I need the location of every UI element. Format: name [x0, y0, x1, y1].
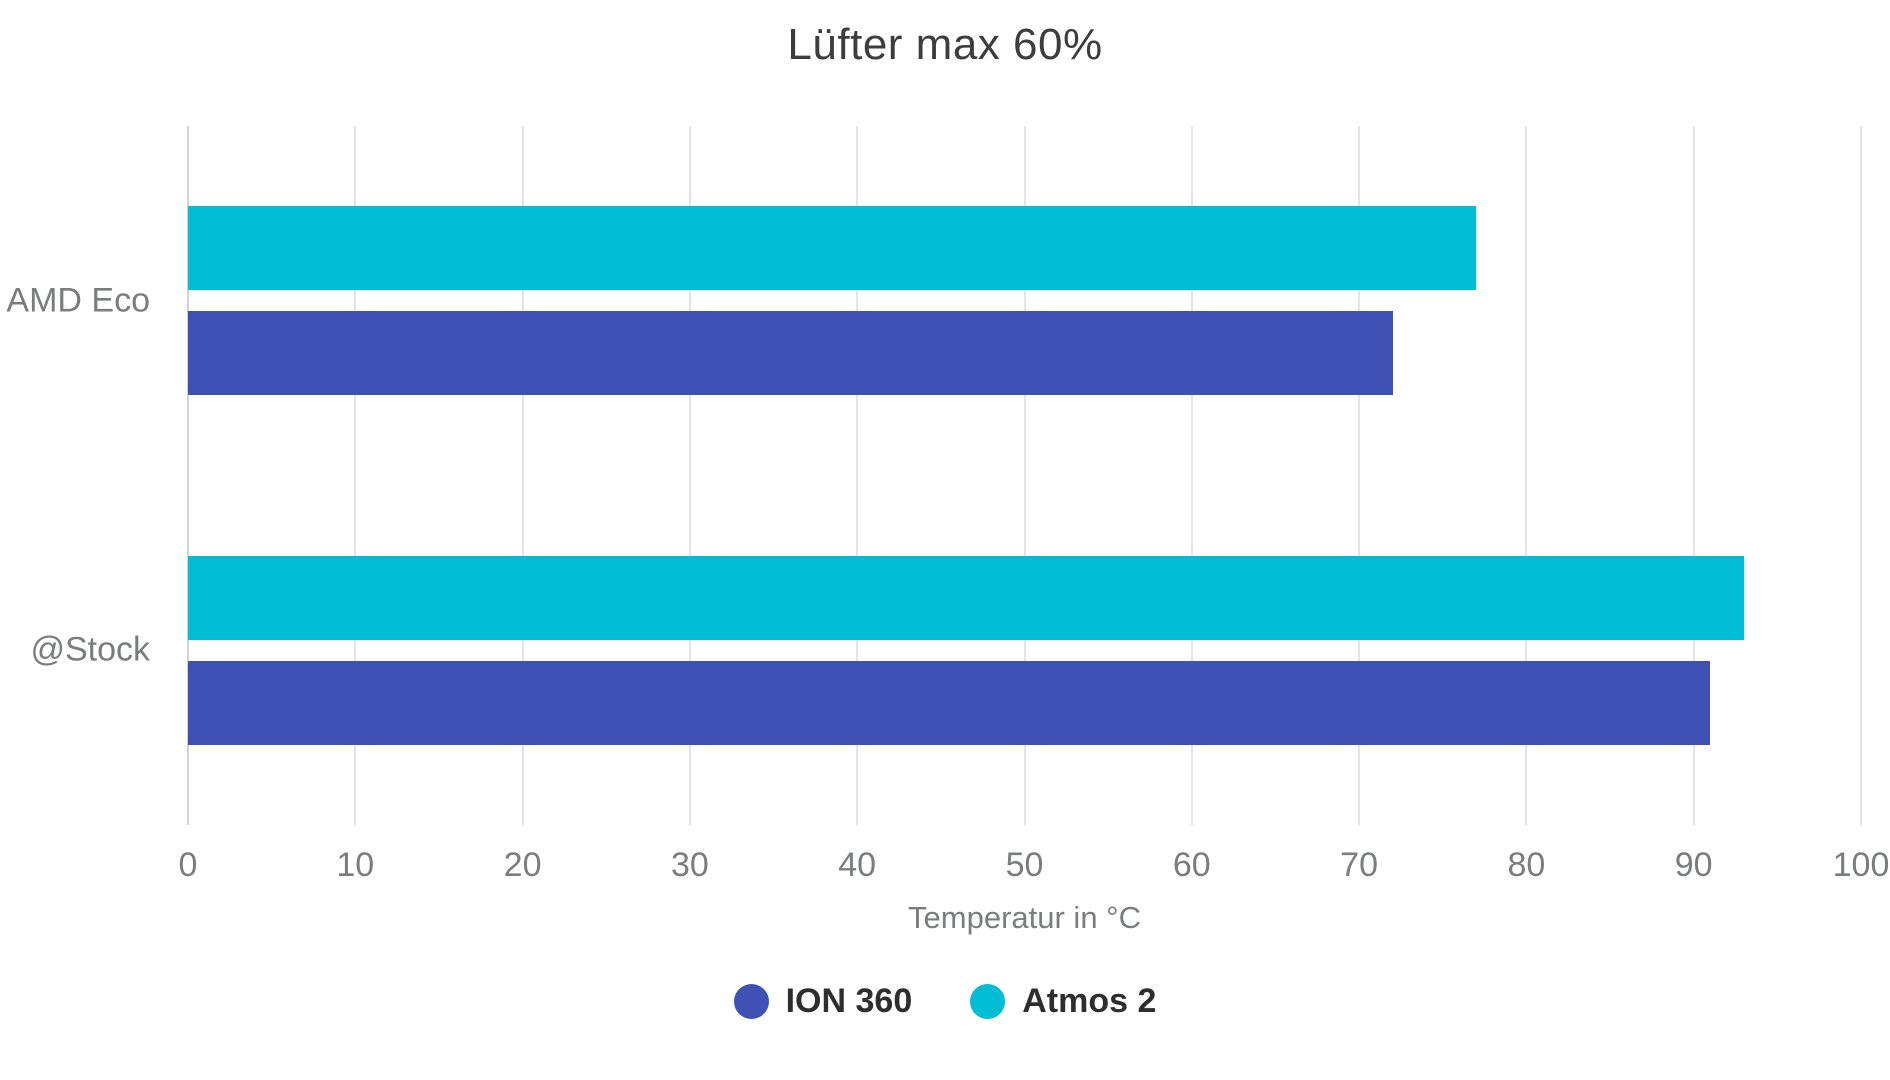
gridline-30	[688, 126, 691, 825]
zero-axis-line	[187, 126, 189, 825]
gridline-90	[1692, 126, 1695, 825]
y-category-label-stock: @Stock	[30, 630, 150, 669]
gridline-60	[1190, 126, 1193, 825]
x-tick-label-60: 60	[1172, 846, 1211, 884]
gridline-10	[354, 126, 357, 825]
gridline-50	[1023, 126, 1026, 825]
bar-ion-360-stock[interactable]	[188, 660, 1711, 745]
legend-marker-ion-360-icon	[733, 984, 769, 1019]
gridline-80	[1525, 126, 1528, 825]
legend-marker-atmos-2-icon	[970, 984, 1006, 1019]
bar-atmos-2-stock[interactable]	[188, 555, 1744, 640]
x-tick-label-40: 40	[838, 846, 877, 884]
gridline-40	[856, 126, 859, 825]
x-tick-label-20: 20	[503, 846, 542, 884]
legend: ION 360 Atmos 2	[0, 982, 1890, 1021]
x-tick-label-10: 10	[336, 846, 375, 884]
x-tick-label-0: 0	[178, 846, 198, 884]
x-axis-title: Temperatur in °C	[908, 900, 1141, 935]
x-tick-label-100: 100	[1832, 846, 1890, 884]
bar-ion-360-amd-eco[interactable]	[188, 311, 1393, 396]
x-tick-label-80: 80	[1507, 846, 1546, 884]
gridline-100	[1860, 126, 1862, 825]
legend-item-atmos-2[interactable]: Atmos 2	[970, 982, 1156, 1021]
legend-label-ion-360: ION 360	[785, 982, 913, 1020]
gridline-20	[521, 126, 524, 825]
chart-title: Lüfter max 60%	[787, 20, 1103, 69]
legend-item-ion-360[interactable]: ION 360	[733, 982, 913, 1021]
plot-area	[187, 126, 1862, 825]
x-tick-label-70: 70	[1340, 846, 1379, 884]
y-category-label-amd-eco: AMD Eco	[6, 281, 150, 320]
x-tick-label-50: 50	[1005, 846, 1044, 884]
legend-label-atmos-2: Atmos 2	[1022, 982, 1157, 1020]
x-tick-label-30: 30	[670, 846, 709, 884]
x-tick-label-90: 90	[1674, 846, 1713, 884]
bar-atmos-2-amd-eco[interactable]	[188, 206, 1477, 291]
gridline-70	[1358, 126, 1361, 825]
